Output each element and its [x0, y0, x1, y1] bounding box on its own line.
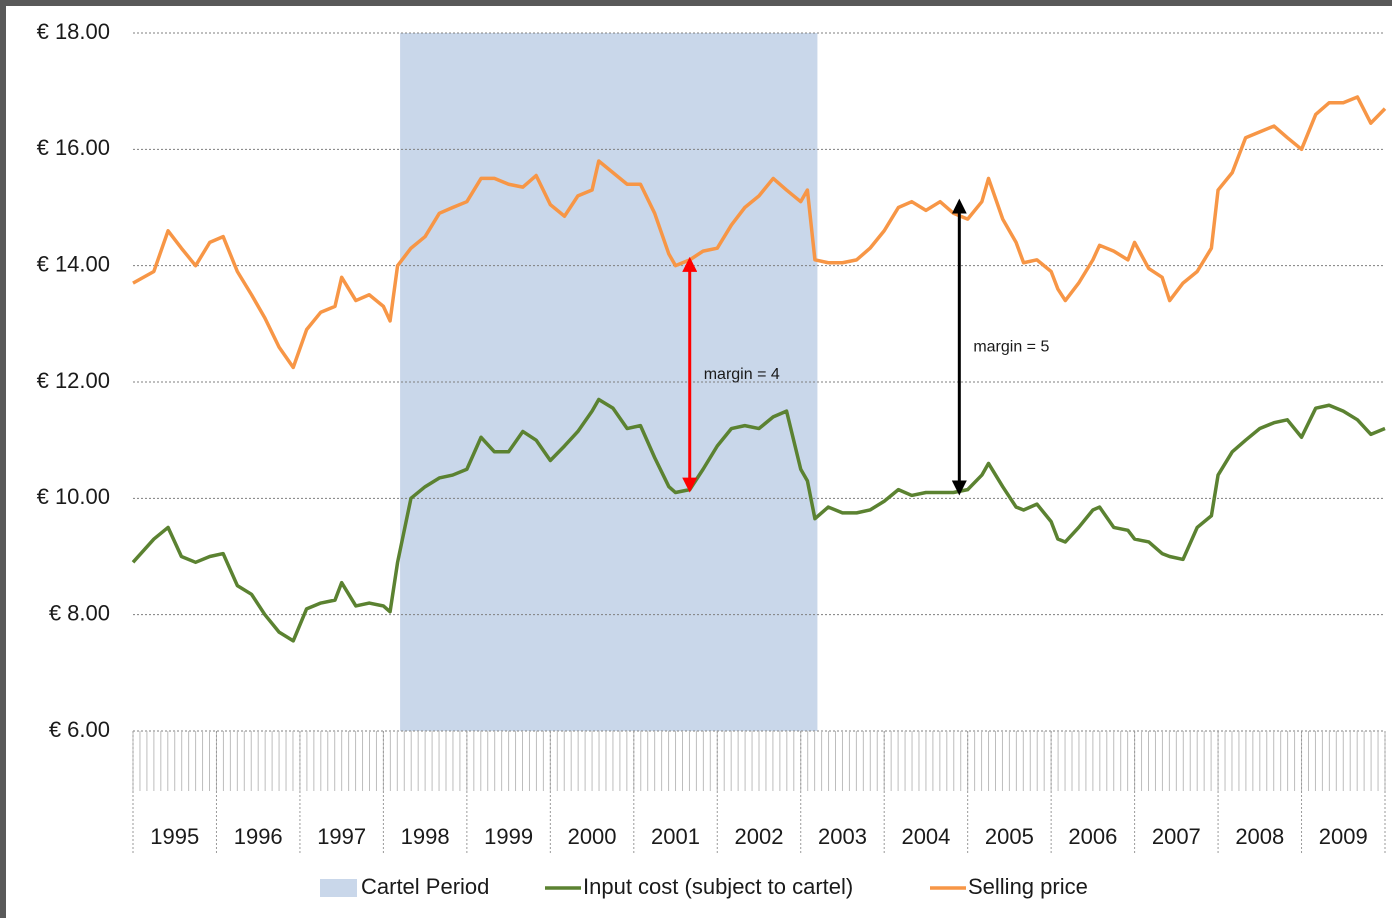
x-tick-label: 1995 [150, 824, 199, 849]
plot-background [132, 32, 1386, 855]
y-tick-label: € 18.00 [37, 19, 110, 44]
frame-left [0, 0, 6, 918]
y-tick-label: € 8.00 [49, 600, 110, 625]
y-tick-label: € 14.00 [37, 251, 110, 276]
series-line [132, 95, 1387, 370]
x-tick-label: 2001 [651, 824, 700, 849]
legend-swatch [320, 879, 357, 897]
annotation-text: margin = 4 [704, 366, 780, 383]
annotation-text: margin = 5 [973, 338, 1049, 355]
legend-label: Selling price [968, 874, 1088, 899]
legend-label: Cartel Period [361, 874, 489, 899]
y-tick-label: € 6.00 [49, 717, 110, 742]
x-tick-label: 2008 [1235, 824, 1284, 849]
legend-label: Input cost (subject to cartel) [583, 874, 853, 899]
x-tick-label: 2005 [985, 824, 1034, 849]
y-tick-label: € 10.00 [37, 484, 110, 509]
y-tick-label: € 12.00 [37, 368, 110, 393]
x-tick-label: 2007 [1152, 824, 1201, 849]
x-tick-label: 2004 [901, 824, 950, 849]
plot-foreground: € 6.00 € 8.00 € 10.00 € 12.00 € 14.00 € 16.00… [37, 19, 1387, 899]
y-tick-label: € 16.00 [37, 135, 110, 160]
x-tick-label: 1997 [317, 824, 366, 849]
x-tick-label: 2002 [735, 824, 784, 849]
x-tick-label: 1996 [234, 824, 283, 849]
x-tick-label: 2000 [568, 824, 617, 849]
x-tick-label: 2006 [1068, 824, 1117, 849]
x-tick-label: 1999 [484, 824, 533, 849]
x-tick-label: 2003 [818, 824, 867, 849]
frame-top [0, 0, 1392, 6]
x-tick-label: 2009 [1319, 824, 1368, 849]
series-line [131, 397, 1386, 643]
x-tick-label: 1998 [401, 824, 450, 849]
